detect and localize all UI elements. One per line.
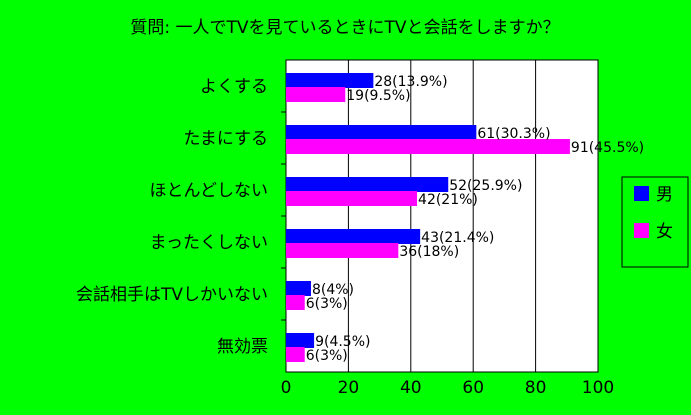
data-label: 8(4%)	[312, 282, 354, 298]
legend: 男女	[621, 176, 689, 268]
x-tick-label: 40	[400, 378, 422, 398]
data-labels: 28(13.9%)19(9.5%) 61(30.3%) 91(45.5%) 52(25…	[306, 74, 644, 364]
bar	[286, 125, 477, 140]
plot-area	[285, 59, 599, 373]
bar	[286, 243, 399, 258]
bar	[286, 191, 418, 206]
bar	[286, 87, 346, 102]
grid-lines	[281, 60, 537, 372]
x-tick-label: 20	[338, 378, 360, 398]
legend-swatch	[634, 223, 649, 238]
category-label: ほとんどしない	[150, 181, 269, 201]
bar	[286, 73, 374, 88]
category-label: たまにする	[183, 129, 268, 149]
category-label: 無効票	[217, 337, 268, 357]
data-label: 42(21%)	[418, 192, 478, 208]
bar	[286, 333, 315, 348]
bar	[286, 281, 311, 296]
bars	[286, 73, 570, 362]
category-label: よくする	[200, 77, 268, 97]
data-label: 52(25.9%)	[449, 178, 522, 194]
bar	[286, 295, 305, 310]
data-label: 36(18%)	[399, 244, 459, 260]
x-tick-label: 100	[582, 378, 614, 398]
legend-label: 女	[656, 222, 673, 242]
data-label: 6(3%)	[306, 348, 348, 364]
bar	[286, 177, 449, 192]
data-label: 9(4.5%)	[315, 334, 370, 350]
data-label: 61(30.3%)	[477, 126, 550, 142]
bar	[286, 347, 305, 362]
bar	[286, 229, 421, 244]
data-label: 91(45.5%)	[571, 140, 644, 156]
bar	[286, 139, 570, 154]
chart-title: 質問: 一人でTVを見ているときにTVと会話をしますか？	[130, 18, 559, 38]
data-label: 43(21.4%)	[421, 230, 494, 246]
legend-swatch	[634, 186, 649, 201]
data-label: 19(9.5%)	[346, 88, 410, 104]
legend-label: 男	[656, 185, 673, 205]
x-tick-label: 0	[281, 378, 292, 398]
x-tick-label: 60	[462, 378, 484, 398]
category-label: 会話相手はTVしかいない	[76, 285, 268, 305]
x-axis-ticks: 0 20 40 60 80 100	[281, 378, 615, 398]
data-label: 6(3%)	[306, 296, 348, 312]
data-label: 28(13.9%)	[374, 74, 447, 90]
x-tick-label: 80	[525, 378, 547, 398]
category-label: まったくしない	[150, 233, 268, 253]
legend-box	[621, 176, 689, 268]
